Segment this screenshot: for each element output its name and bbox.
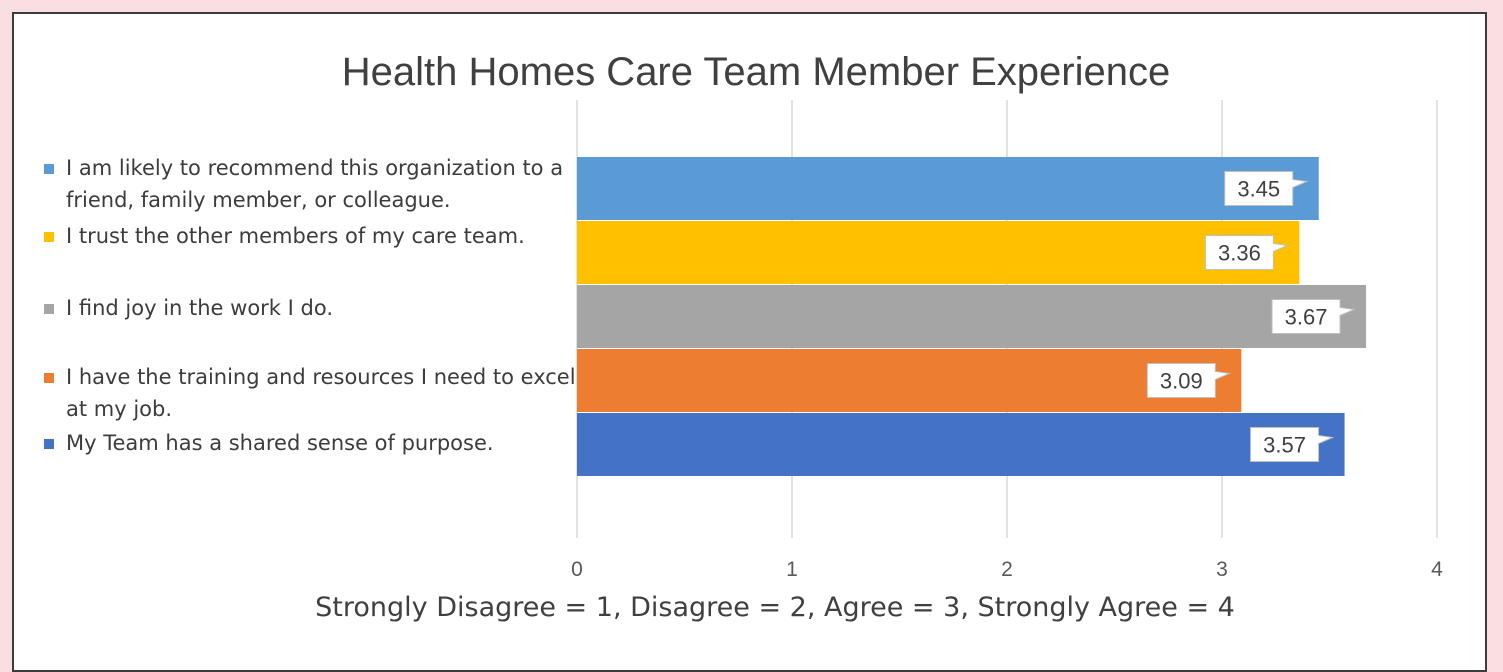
- data-label: 3.67: [1285, 305, 1328, 330]
- bar: [577, 221, 1300, 284]
- legend-label: I am likely to recommend this organizati…: [66, 156, 564, 212]
- legend-swatch: [44, 304, 54, 314]
- legend-label: I trust the other members of my care tea…: [66, 224, 525, 248]
- legend-label: My Team has a shared sense of purpose.: [66, 431, 494, 455]
- data-label-callout: [1224, 171, 1309, 206]
- bar: [577, 413, 1345, 476]
- bar: [577, 285, 1367, 348]
- legend-swatch: [44, 164, 54, 174]
- x-axis-caption: Strongly Disagree = 1, Disagree = 2, Agr…: [315, 592, 1235, 623]
- data-label-callout: [1250, 427, 1335, 462]
- x-tick-label: 3: [1216, 558, 1228, 581]
- data-label: 3.45: [1237, 177, 1280, 202]
- chart-title: Health Homes Care Team Member Experience: [341, 50, 1171, 94]
- data-label: 3.36: [1218, 241, 1261, 266]
- data-label: 3.09: [1160, 369, 1203, 394]
- legend-swatch: [44, 232, 54, 242]
- legend-label: I have the training and resources I need…: [66, 365, 576, 421]
- data-label-callout: [1146, 363, 1232, 398]
- x-tick-label: 4: [1431, 558, 1443, 581]
- x-tick-label: 0: [571, 558, 583, 581]
- legend-swatch: [44, 373, 54, 383]
- data-label-callout: [1204, 235, 1290, 270]
- legend-item: I have the training and resources I need…: [40, 361, 580, 425]
- legend-item: I find joy in the work I do.: [40, 292, 580, 324]
- legend-item: I trust the other members of my care tea…: [40, 220, 580, 252]
- data-label: 3.57: [1263, 433, 1306, 458]
- legend-item: My Team has a shared sense of purpose.: [40, 427, 580, 459]
- legend-swatch: [44, 439, 54, 449]
- legend-item: I am likely to recommend this organizati…: [40, 152, 580, 216]
- chart-plot: 0 1 2 3 4 3.45 3.36 3.67 3.09 3.57: [571, 100, 1443, 581]
- x-tick-label: 2: [1001, 558, 1013, 581]
- data-label-callout: [1271, 299, 1356, 334]
- bar: [577, 157, 1319, 220]
- bar: [577, 349, 1242, 412]
- x-tick-label: 1: [786, 558, 798, 581]
- legend-label: I find joy in the work I do.: [66, 296, 334, 320]
